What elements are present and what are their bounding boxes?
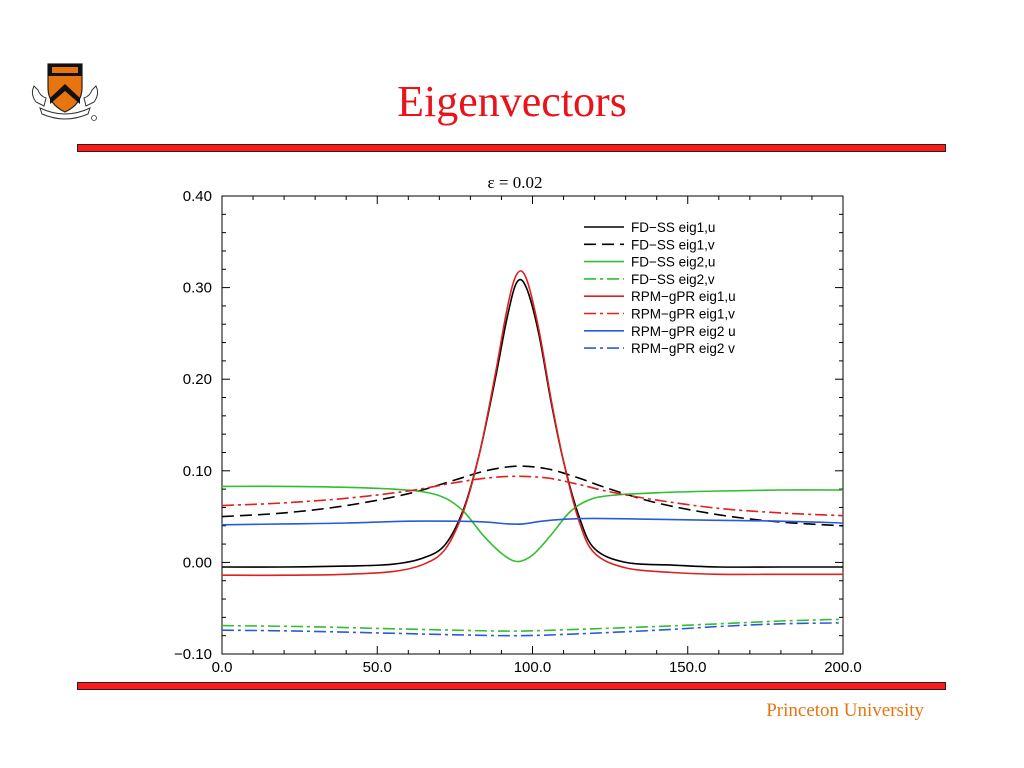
plot-frame xyxy=(221,195,844,655)
footer-text: Princeton University xyxy=(766,700,924,721)
series-line-7 xyxy=(221,622,844,637)
series-line-6 xyxy=(221,517,844,526)
y-tick-label: 0.40 xyxy=(183,188,212,205)
axis-ticks: 0.0 50.0 100.0 150.0 200.0 −0.10 0.00 0.10 0.20 0… xyxy=(174,188,862,676)
y-tick-label: 0.10 xyxy=(183,463,212,480)
legend-label: RPM−gPR eig1,v xyxy=(631,307,735,322)
princeton-shield-logo xyxy=(31,63,99,121)
top-rule xyxy=(77,144,946,152)
series-line-0 xyxy=(221,278,843,568)
legend-label: FD−SS eig1,u xyxy=(631,220,715,235)
legend-label: FD−SS eig2,u xyxy=(631,255,715,270)
y-tick-label: 0.20 xyxy=(183,371,212,388)
series-lines xyxy=(221,270,844,637)
x-tick-label: 100.0 xyxy=(514,659,552,676)
series-line-2 xyxy=(221,485,844,563)
bottom-rule xyxy=(77,682,946,690)
legend-label: FD−SS eig1,v xyxy=(631,237,715,252)
x-tick-label: 0.0 xyxy=(212,659,233,676)
series-line-4 xyxy=(221,270,843,577)
x-tick-label: 150.0 xyxy=(669,659,707,676)
y-tick-label: −0.10 xyxy=(174,646,212,663)
series-line-1 xyxy=(221,465,844,527)
legend-label: RPM−gPR eig2 v xyxy=(631,341,735,356)
legend: FD−SS eig1,u FD−SS eig1,v FD−SS eig2,u FD−S… xyxy=(584,220,736,356)
x-tick-label: 50.0 xyxy=(363,659,392,676)
eigenvector-chart: ε = 0.02 0.0 50.0 100.0 150.0 200.0 −0.10 0.00… xyxy=(174,173,862,676)
slide-title: Eigenvectors xyxy=(397,77,627,126)
legend-label: RPM−gPR eig2 u xyxy=(631,324,736,339)
legend-label: RPM−gPR eig1,u xyxy=(631,289,736,304)
y-tick-label: 0.30 xyxy=(183,280,212,297)
x-tick-label: 200.0 xyxy=(824,659,862,676)
series-line-3 xyxy=(221,618,844,632)
y-tick-label: 0.00 xyxy=(183,554,212,571)
chart-title: ε = 0.02 xyxy=(488,173,543,192)
legend-label: FD−SS eig2,v xyxy=(631,272,715,287)
